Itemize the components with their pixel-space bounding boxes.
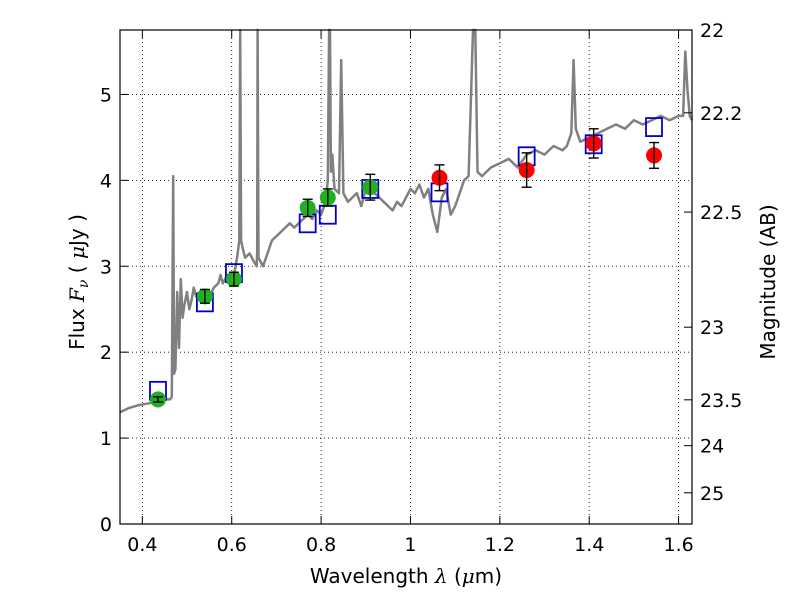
x-tick-label: 0.6 xyxy=(217,534,247,556)
axis-ticks: 0.4 0.6 0.8 1 1.2 1.4 1.60123452222.222.52323.… xyxy=(100,20,742,556)
y-axis-title: Flux Fν ( μJy ) xyxy=(65,214,92,350)
spectrum-series xyxy=(119,28,694,414)
x-tick-label: 1 xyxy=(404,534,416,556)
y2-tick-label: 23.5 xyxy=(700,390,742,412)
y2-tick-label: 24 xyxy=(700,436,724,458)
observed-photometry-series xyxy=(149,128,663,408)
y-tick-label: 5 xyxy=(100,84,112,106)
y2-tick-label: 22.5 xyxy=(700,202,742,224)
y2-tick-label: 25 xyxy=(700,483,724,505)
x-tick-label: 1.4 xyxy=(574,534,604,556)
spectrum-line xyxy=(119,28,694,414)
y2-axis-title: Magnitude (AB) xyxy=(756,204,780,359)
y-tick-label: 0 xyxy=(100,514,112,536)
y-tick-label: 4 xyxy=(100,170,112,192)
y-tick-label: 3 xyxy=(100,256,112,278)
y-tick-label: 1 xyxy=(100,428,112,450)
grid xyxy=(120,30,692,525)
x-tick-label: 0.4 xyxy=(127,534,157,556)
y2-tick-label: 22.2 xyxy=(700,103,742,125)
y-tick-label: 2 xyxy=(100,342,112,364)
x-tick-label: 1.6 xyxy=(663,534,693,556)
plot-frame xyxy=(119,29,693,525)
model-photometry-series xyxy=(149,117,663,401)
x-axis-title: Wavelength λ (μm) xyxy=(310,564,502,588)
model-box xyxy=(645,117,663,137)
y2-tick-label: 23 xyxy=(700,317,724,339)
y2-tick-label: 22 xyxy=(700,20,724,42)
x-tick-label: 0.8 xyxy=(306,534,336,556)
x-tick-label: 1.2 xyxy=(485,534,515,556)
